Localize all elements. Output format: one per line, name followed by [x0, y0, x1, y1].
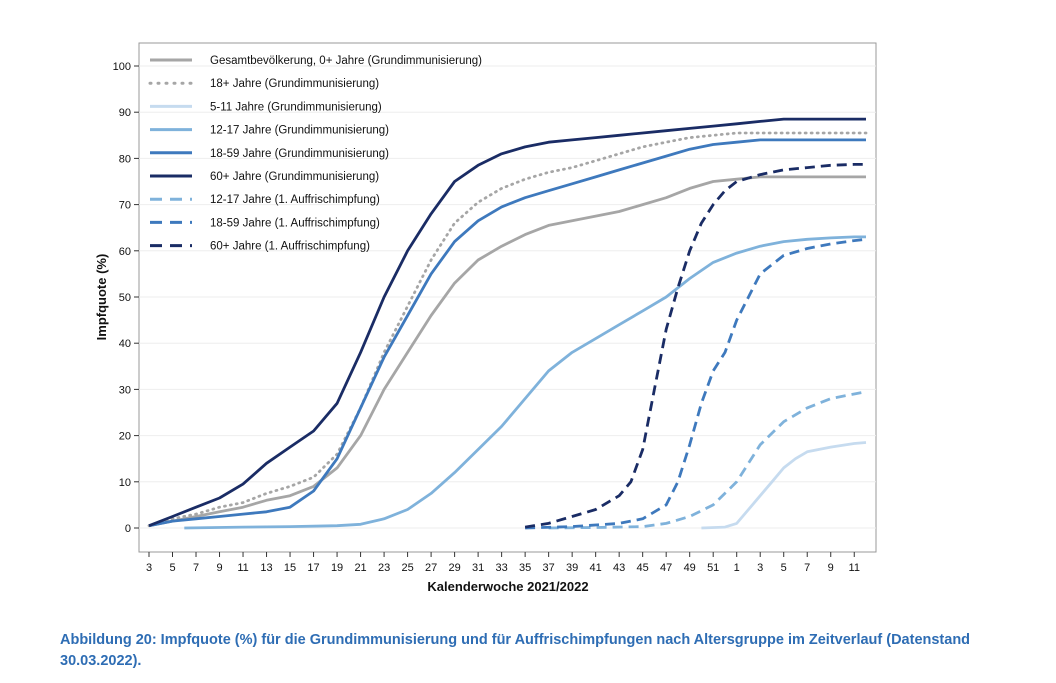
series-line-5 — [148, 138, 866, 528]
legend-label: 60+ Jahre (Grundimmunisierung) — [210, 171, 379, 183]
x-tick-label: 9 — [828, 562, 834, 574]
y-tick-label: 20 — [119, 431, 131, 443]
y-tick-label: 40 — [119, 338, 131, 350]
x-axis-ticks: 3 5 7 9 11 13 15 17 19 21 23 25 27 29 31 33 35 37 39 41 43 45… — [146, 552, 860, 574]
y-tick-label: 70 — [119, 200, 131, 212]
y-tick-label: 90 — [119, 107, 131, 119]
x-tick-label: 5 — [169, 562, 175, 574]
x-tick-label: 13 — [260, 562, 272, 574]
legend-label: Gesamtbevölkerung, 0+ Jahre (Grundimmuni… — [210, 55, 482, 67]
y-axis-ticks: 0 10 20 30 40 50 60 70 80 90 100 — [113, 61, 139, 535]
y-tick-label: 60 — [119, 246, 131, 258]
y-tick-label: 50 — [119, 292, 131, 304]
y-tick-label: 30 — [119, 384, 131, 396]
y-tick-label: 100 — [113, 61, 131, 73]
y-tick-label: 10 — [119, 477, 131, 489]
figure-caption: Abbildung 20: Impfquote (%) für die Grun… — [60, 632, 971, 669]
legend-label: 18-59 Jahre (1. Auffrischimpfung) — [210, 217, 380, 229]
x-tick-label: 17 — [307, 562, 319, 574]
x-tick-label: 9 — [216, 562, 222, 574]
x-tick-label: 33 — [495, 562, 507, 574]
x-tick-label: 25 — [401, 562, 413, 574]
x-tick-label: 5 — [781, 562, 787, 574]
x-tick-label: 51 — [707, 562, 719, 574]
x-tick-label: 11 — [849, 562, 860, 574]
x-tick-label: 23 — [378, 562, 390, 574]
legend-label: 12-17 Jahre (Grundimmunisierung) — [210, 125, 389, 137]
series-line-9 — [524, 163, 866, 529]
x-tick-label: 19 — [331, 562, 343, 574]
x-tick-label: 3 — [146, 562, 152, 574]
legend-label: 60+ Jahre (1. Auffrischimpfung) — [210, 241, 370, 253]
y-tick-label: 80 — [119, 153, 131, 165]
x-tick-label: 11 — [237, 562, 248, 574]
x-tick-label: 39 — [566, 562, 578, 574]
series-line-3 — [701, 441, 867, 530]
series-line-7 — [548, 390, 867, 530]
x-tick-label: 21 — [354, 562, 366, 574]
x-tick-label: 15 — [284, 562, 296, 574]
x-tick-label: 43 — [613, 562, 625, 574]
x-tick-label: 27 — [425, 562, 437, 574]
x-tick-label: 35 — [519, 562, 531, 574]
series-line-2 — [147, 131, 868, 528]
x-tick-label: 29 — [448, 562, 460, 574]
series-line-4 — [184, 235, 866, 530]
x-tick-label: 31 — [472, 562, 484, 574]
x-tick-label: 45 — [637, 562, 649, 574]
series-lines — [147, 117, 868, 530]
x-axis-title: Kalenderwoche 2021/2022 — [427, 579, 588, 594]
legend-label: 18+ Jahre (Grundimmunisierung) — [210, 78, 379, 90]
series-line-6 — [148, 117, 866, 528]
series-line-8 — [525, 237, 867, 530]
x-tick-label: 37 — [543, 562, 555, 574]
x-tick-label: 3 — [757, 562, 763, 574]
x-tick-label: 7 — [804, 562, 810, 574]
x-tick-label: 7 — [193, 562, 199, 574]
series-line-1 — [148, 175, 866, 528]
x-tick-label: 47 — [660, 562, 672, 574]
legend-label: 5-11 Jahre (Grundimmunisierung) — [210, 101, 382, 113]
legend-label: 18-59 Jahre (Grundimmunisierung) — [210, 148, 389, 160]
legend: Gesamtbevölkerung, 0+ Jahre (Grundimmuni… — [148, 55, 482, 253]
y-tick-label: 0 — [125, 523, 131, 535]
legend-label: 12-17 Jahre (1. Auffrischimpfung) — [210, 194, 380, 206]
x-tick-label: 49 — [684, 562, 696, 574]
x-tick-label: 1 — [734, 562, 740, 574]
x-tick-label: 41 — [590, 562, 602, 574]
y-axis-title: Impfquote (%) — [94, 254, 109, 341]
